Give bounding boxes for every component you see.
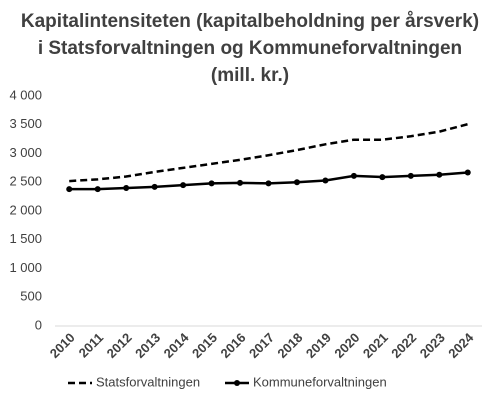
x-tick-label: 2012 [104,330,135,361]
x-tick-label: 2013 [132,330,163,361]
x-tick-label: 2018 [274,330,305,361]
x-tick-label: 2021 [360,330,391,361]
x-tick-label: 2022 [388,330,419,361]
x-tick-label: 2011 [76,330,107,361]
point [293,179,300,186]
point [66,186,73,193]
point [407,172,414,179]
x-tick-label: 2015 [189,330,220,361]
point [237,179,244,186]
x-tick-label: 2014 [161,329,193,361]
point [464,169,471,176]
y-tick-label: 2 500 [9,174,42,189]
point [94,186,101,193]
x-tick-label: 2024 [445,329,477,361]
legend-label: Statsforvaltningen [96,374,200,389]
x-tick-label: 2016 [218,330,249,361]
point [265,180,272,187]
point [123,185,130,191]
y-tick-label: 1 000 [9,260,42,275]
y-tick-label: 2 000 [9,202,42,217]
legend-label: Kommuneforvaltningen [253,374,387,389]
point [350,172,357,179]
chart-title: Kapitalintensiteten (kapitalbeholdning p… [20,11,480,86]
x-tick-label: 2010 [47,330,78,361]
point [180,182,187,189]
legend-marker [234,380,240,386]
y-tick-label: 1 500 [9,231,42,246]
x-tick-label: 2023 [417,330,448,361]
x-tick-label: 2019 [303,330,334,361]
point [436,171,443,178]
series-line [69,122,469,183]
y-tick-label: 0 [35,317,42,332]
point [322,177,329,184]
y-tick-label: 500 [20,289,42,304]
y-tick-label: 4 000 [9,87,42,102]
x-tick-label: 2020 [331,330,362,361]
point [379,174,386,181]
x-tick-label: 2017 [246,330,277,361]
y-tick-label: 3 500 [9,116,42,131]
point [151,183,158,190]
y-tick-label: 3 000 [9,145,42,160]
point [208,180,215,187]
